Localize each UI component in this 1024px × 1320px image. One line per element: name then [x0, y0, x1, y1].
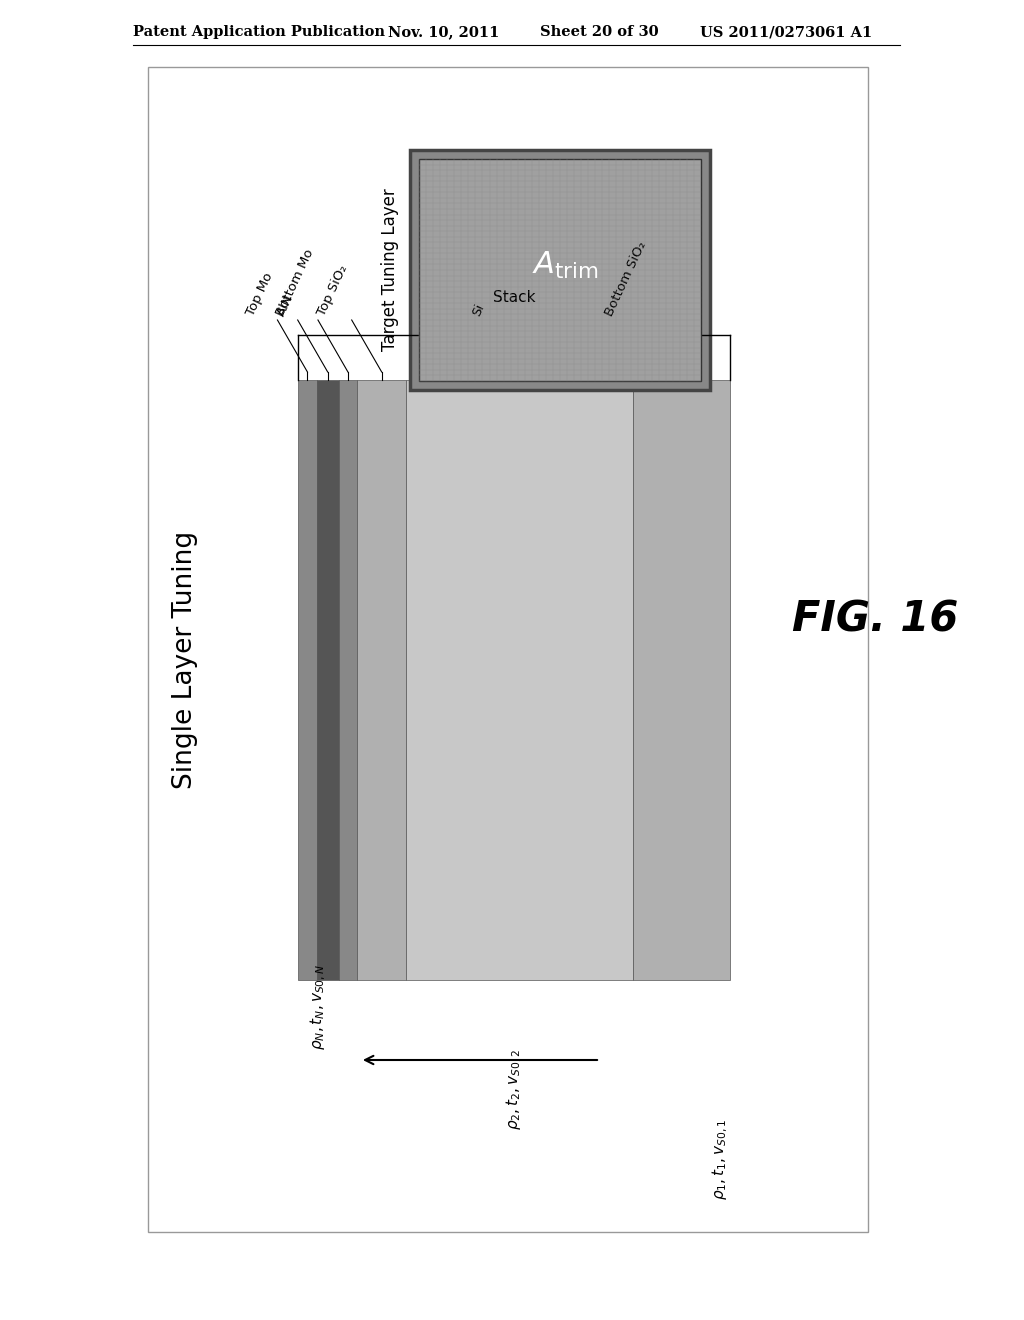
Text: Sheet 20 of 30: Sheet 20 of 30: [540, 25, 658, 40]
Text: Patent Application Publication: Patent Application Publication: [133, 25, 385, 40]
Text: AlN: AlN: [274, 292, 296, 318]
Text: Nov. 10, 2011: Nov. 10, 2011: [388, 25, 500, 40]
Text: US 2011/0273061 A1: US 2011/0273061 A1: [700, 25, 872, 40]
Text: $\mathit{A}_{\mathrm{trim}}$: $\mathit{A}_{\mathrm{trim}}$: [531, 249, 598, 281]
Text: Si: Si: [470, 301, 487, 318]
Text: Single Layer Tuning: Single Layer Tuning: [172, 531, 198, 789]
Text: Target Tuning Layer: Target Tuning Layer: [381, 189, 399, 351]
Text: $\rho_2,t_2,v_{S0,2}$: $\rho_2,t_2,v_{S0,2}$: [505, 1048, 523, 1130]
Text: $\rho_N,t_N,v_{S0,N}$: $\rho_N,t_N,v_{S0,N}$: [308, 964, 328, 1049]
Text: FIG. 16: FIG. 16: [792, 599, 958, 642]
Bar: [316, 380, 339, 979]
Text: Stack: Stack: [493, 290, 536, 305]
Bar: [339, 380, 357, 979]
Bar: [410, 150, 710, 389]
Text: $\rho_1,t_1,v_{S0,1}$: $\rho_1,t_1,v_{S0,1}$: [711, 1118, 730, 1200]
Bar: [419, 158, 701, 381]
Bar: [298, 380, 316, 979]
Text: Top SiO₂: Top SiO₂: [314, 263, 350, 318]
Bar: [357, 380, 406, 979]
Bar: [148, 67, 868, 1232]
Text: Top Mo: Top Mo: [244, 271, 275, 318]
Text: Bottom SiO₂: Bottom SiO₂: [603, 239, 649, 318]
Bar: [406, 380, 633, 979]
Text: Bottom Mo: Bottom Mo: [273, 247, 316, 318]
Bar: [633, 380, 730, 979]
